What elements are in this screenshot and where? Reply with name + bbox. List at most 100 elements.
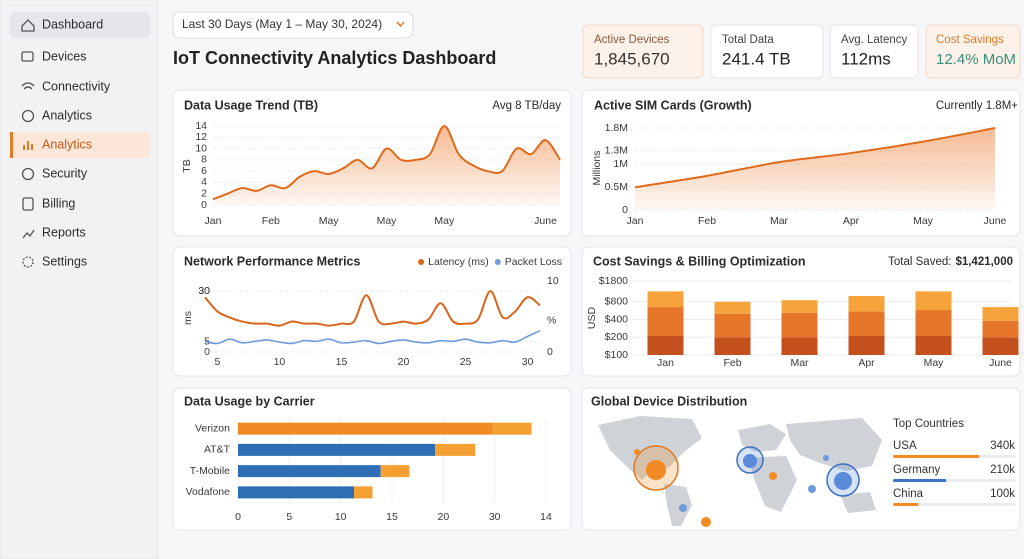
bar-segment	[354, 486, 373, 499]
nav-item[interactable]: Devices	[42, 49, 86, 63]
legend-label: Packet Loss	[505, 256, 562, 268]
continent	[748, 456, 797, 512]
chart-subtitle: Avg 8 TB/day	[492, 100, 561, 112]
nav-item[interactable]: Dashboard	[42, 17, 103, 31]
x-tick-label: Jan	[627, 215, 644, 227]
y-tick-label: $1800	[599, 275, 628, 287]
kpi-label: Avg. Latency	[841, 34, 908, 46]
nav-item[interactable]: Analytics	[42, 108, 92, 122]
area	[213, 126, 560, 205]
date-range[interactable]: Last 30 Days (May 1 – May 30, 2024)	[182, 17, 382, 31]
x-tick-label: Mar	[770, 215, 789, 227]
y-tick-label: 8	[201, 154, 207, 166]
bar-segment	[781, 300, 818, 313]
nav-item[interactable]: Settings	[42, 254, 87, 268]
bar-segment	[982, 307, 1019, 321]
kpi-label: Active Devices	[594, 34, 670, 46]
kpi-value: 1,845,670	[594, 49, 670, 68]
icon-settings	[22, 256, 34, 268]
icon-home	[21, 19, 35, 32]
nav-item[interactable]: Connectivity	[42, 79, 111, 93]
x-tick-label: 10	[335, 511, 347, 523]
nav-selected-bg	[10, 132, 150, 158]
sidebar	[0, 0, 159, 559]
icon-security	[21, 167, 35, 181]
bar-segment	[435, 443, 476, 456]
x-tick-label: 10	[274, 356, 286, 368]
country-value: 210k	[990, 464, 1015, 476]
legend-marker	[418, 259, 425, 265]
chart-title: Data Usage Trend (TB)	[184, 98, 318, 112]
y-tick-label: 2	[201, 187, 207, 199]
icon-connectivity	[21, 82, 35, 90]
kpi-label: Total Data	[722, 34, 774, 46]
bar-segment	[492, 422, 532, 435]
y-axis-label: TB	[181, 159, 193, 172]
y-tick-label: T-Mobile	[190, 465, 230, 477]
y-tick-label: 1.8M	[605, 122, 628, 134]
line	[212, 124, 561, 201]
y-axis-label: USD	[586, 306, 598, 329]
bubble	[634, 449, 640, 455]
line	[204, 290, 541, 327]
bar-segment	[238, 465, 381, 478]
bar-segment	[238, 422, 493, 435]
panel	[172, 387, 572, 531]
bar-segment	[647, 307, 684, 337]
continent	[786, 418, 882, 471]
x-tick-label: 25	[460, 356, 472, 368]
y2-tick-label: 10	[547, 275, 559, 287]
x-tick-label: Apr	[843, 215, 860, 227]
continent	[840, 492, 876, 513]
line	[634, 127, 996, 189]
chart-subtitle: Currently 1.8M+	[936, 100, 1018, 112]
x-tick-label: 15	[386, 511, 398, 523]
x-tick-label: 14	[540, 511, 552, 523]
nav-item[interactable]: Billing	[42, 196, 75, 210]
bubble	[834, 472, 852, 490]
y-tick-label: 14	[195, 120, 207, 132]
chart-title: Cost Savings & Billing Optimization	[593, 254, 806, 268]
chart-title: Active SIM Cards (Growth)	[594, 98, 752, 112]
x-tick-label: 30	[522, 356, 534, 368]
nav-item[interactable]: Reports	[42, 225, 86, 239]
y2-tick-label: 0	[547, 346, 553, 358]
bubble	[743, 454, 757, 468]
nav-item[interactable]: Analytics	[42, 137, 92, 151]
x-tick-label: Feb	[262, 215, 280, 227]
date-dropdown[interactable]	[172, 11, 414, 39]
line	[204, 329, 541, 345]
x-tick-label: May	[377, 215, 398, 227]
x-tick-label: 20	[398, 356, 410, 368]
y2-axis-label: %	[547, 314, 556, 326]
bar-segment	[714, 313, 751, 338]
x-tick-label: 15	[336, 356, 348, 368]
y-tick-label: 0	[201, 199, 207, 211]
x-tick-label: June	[534, 215, 557, 227]
x-tick-label: 5	[214, 356, 220, 368]
bar-segment	[714, 337, 751, 355]
y-tick-label: 0	[622, 204, 628, 216]
kpi-card	[829, 24, 919, 79]
icon-billing	[22, 197, 34, 211]
x-tick-label: 0	[235, 511, 241, 523]
bubble	[769, 472, 777, 480]
x-tick-label: 30	[489, 511, 501, 523]
y-tick-label: Vodafone	[186, 486, 231, 498]
kpi-card	[710, 24, 824, 79]
kpi-card	[925, 24, 1021, 79]
y-tick-label: 4	[201, 176, 207, 188]
kpi-value: 112ms	[841, 49, 891, 68]
country-value: 340k	[990, 440, 1015, 452]
page-title: IoT Connectivity Analytics Dashboard	[173, 48, 496, 68]
icon-devices	[21, 51, 34, 62]
x-tick-label: May	[434, 215, 455, 227]
bar-segment	[380, 465, 410, 478]
bar-segment	[915, 336, 952, 355]
nav-item[interactable]: Security	[42, 166, 88, 180]
x-tick-label: Feb	[698, 215, 716, 227]
country-bar	[893, 479, 947, 482]
map-bubbles	[633, 445, 860, 527]
y-tick-label: 1.3M	[605, 145, 628, 157]
x-tick-label: June	[984, 215, 1007, 227]
